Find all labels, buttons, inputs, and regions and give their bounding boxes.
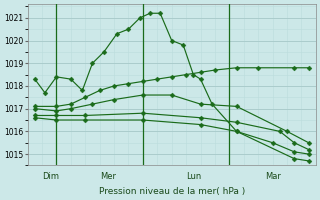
Text: Mar: Mar <box>265 172 281 181</box>
X-axis label: Pression niveau de la mer( hPa ): Pression niveau de la mer( hPa ) <box>99 187 245 196</box>
Text: Dim: Dim <box>42 172 59 181</box>
Text: Mer: Mer <box>100 172 116 181</box>
Text: Lun: Lun <box>186 172 201 181</box>
